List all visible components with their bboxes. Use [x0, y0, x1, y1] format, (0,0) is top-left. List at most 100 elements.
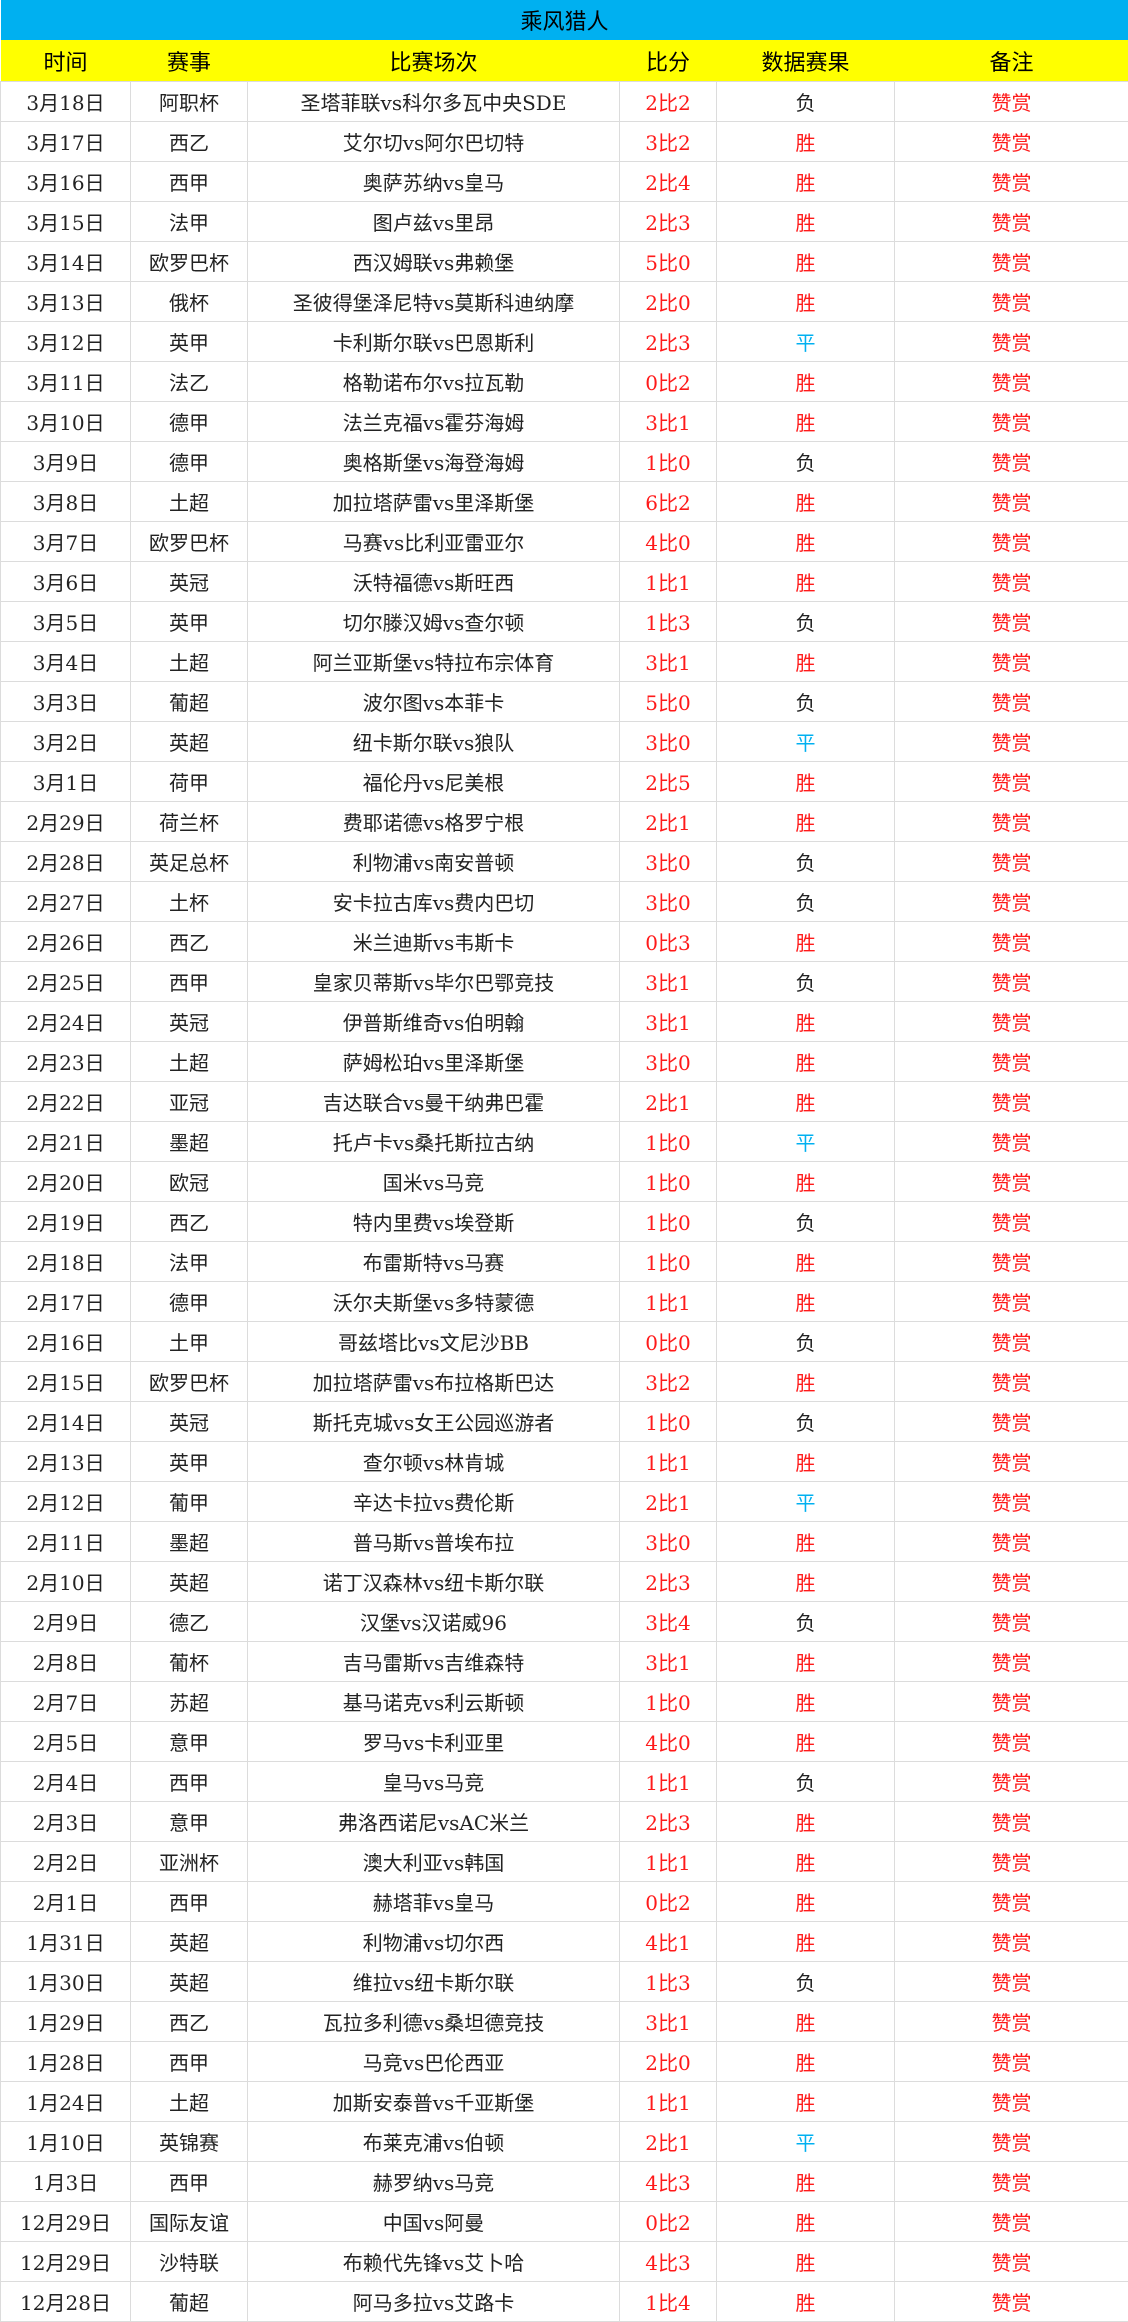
note-cell[interactable]: 赞赏: [895, 2242, 1128, 2282]
match-cell: 辛达卡拉vs费伦斯: [248, 1482, 620, 1522]
note-cell[interactable]: 赞赏: [895, 562, 1128, 602]
date-cell: 3月7日: [1, 522, 131, 562]
note-cell[interactable]: 赞赏: [895, 882, 1128, 922]
note-cell[interactable]: 赞赏: [895, 1722, 1128, 1762]
note-cell[interactable]: 赞赏: [895, 642, 1128, 682]
note-cell[interactable]: 赞赏: [895, 1082, 1128, 1122]
match-cell: 奥格斯堡vs海登海姆: [248, 442, 620, 482]
note-cell[interactable]: 赞赏: [895, 1402, 1128, 1442]
match-cell: 中国vs阿曼: [248, 2202, 620, 2242]
note-cell[interactable]: 赞赏: [895, 2042, 1128, 2082]
note-cell[interactable]: 赞赏: [895, 1922, 1128, 1962]
note-cell[interactable]: 赞赏: [895, 922, 1128, 962]
result-cell: 胜: [717, 162, 895, 202]
date-cell: 2月29日: [1, 802, 131, 842]
competition-cell: 土甲: [131, 1322, 248, 1362]
note-cell[interactable]: 赞赏: [895, 1322, 1128, 1362]
note-cell[interactable]: 赞赏: [895, 602, 1128, 642]
competition-cell: 沙特联: [131, 2242, 248, 2282]
competition-cell: 意甲: [131, 1722, 248, 1762]
note-cell[interactable]: 赞赏: [895, 82, 1128, 122]
note-cell[interactable]: 赞赏: [895, 522, 1128, 562]
match-cell: 伊普斯维奇vs伯明翰: [248, 1002, 620, 1042]
note-cell[interactable]: 赞赏: [895, 2122, 1128, 2162]
note-cell[interactable]: 赞赏: [895, 1882, 1128, 1922]
note-cell[interactable]: 赞赏: [895, 2162, 1128, 2202]
note-cell[interactable]: 赞赏: [895, 1202, 1128, 1242]
note-cell[interactable]: 赞赏: [895, 842, 1128, 882]
note-cell[interactable]: 赞赏: [895, 322, 1128, 362]
note-cell[interactable]: 赞赏: [895, 442, 1128, 482]
competition-cell: 西甲: [131, 2162, 248, 2202]
score-cell: 3比4: [620, 1602, 717, 1642]
result-cell: 平: [717, 2122, 895, 2162]
date-cell: 1月28日: [1, 2042, 131, 2082]
match-cell: 特内里费vs埃登斯: [248, 1202, 620, 1242]
note-cell[interactable]: 赞赏: [895, 1362, 1128, 1402]
date-cell: 2月10日: [1, 1562, 131, 1602]
header-date: 时间: [1, 40, 131, 82]
note-cell[interactable]: 赞赏: [895, 762, 1128, 802]
note-cell[interactable]: 赞赏: [895, 1002, 1128, 1042]
note-cell[interactable]: 赞赏: [895, 1802, 1128, 1842]
date-cell: 3月11日: [1, 362, 131, 402]
score-cell: 3比1: [620, 2002, 717, 2042]
note-cell[interactable]: 赞赏: [895, 1962, 1128, 2002]
note-cell[interactable]: 赞赏: [895, 722, 1128, 762]
note-cell[interactable]: 赞赏: [895, 282, 1128, 322]
note-cell[interactable]: 赞赏: [895, 362, 1128, 402]
note-cell[interactable]: 赞赏: [895, 1522, 1128, 1562]
note-cell[interactable]: 赞赏: [895, 1442, 1128, 1482]
note-cell[interactable]: 赞赏: [895, 2082, 1128, 2122]
score-cell: 3比1: [620, 1642, 717, 1682]
note-cell[interactable]: 赞赏: [895, 1562, 1128, 1602]
note-cell[interactable]: 赞赏: [895, 202, 1128, 242]
note-cell[interactable]: 赞赏: [895, 402, 1128, 442]
note-cell[interactable]: 赞赏: [895, 1162, 1128, 1202]
note-cell[interactable]: 赞赏: [895, 2282, 1128, 2322]
note-cell[interactable]: 赞赏: [895, 482, 1128, 522]
match-cell: 卡利斯尔联vs巴恩斯利: [248, 322, 620, 362]
competition-cell: 英甲: [131, 1442, 248, 1482]
note-cell[interactable]: 赞赏: [895, 162, 1128, 202]
score-cell: 2比0: [620, 282, 717, 322]
note-cell[interactable]: 赞赏: [895, 1682, 1128, 1722]
note-cell[interactable]: 赞赏: [895, 242, 1128, 282]
match-cell: 切尔滕汉姆vs查尔顿: [248, 602, 620, 642]
match-cell: 圣彼得堡泽尼特vs莫斯科迪纳摩: [248, 282, 620, 322]
note-cell[interactable]: 赞赏: [895, 1482, 1128, 1522]
competition-cell: 英超: [131, 1562, 248, 1602]
result-cell: 负: [717, 82, 895, 122]
date-cell: 2月9日: [1, 1602, 131, 1642]
note-cell[interactable]: 赞赏: [895, 1602, 1128, 1642]
note-cell[interactable]: 赞赏: [895, 1282, 1128, 1322]
result-cell: 胜: [717, 2282, 895, 2322]
date-cell: 2月2日: [1, 1842, 131, 1882]
date-cell: 12月28日: [1, 2282, 131, 2322]
note-cell[interactable]: 赞赏: [895, 1042, 1128, 1082]
note-cell[interactable]: 赞赏: [895, 1762, 1128, 1802]
note-cell[interactable]: 赞赏: [895, 122, 1128, 162]
note-cell[interactable]: 赞赏: [895, 1122, 1128, 1162]
competition-cell: 英超: [131, 722, 248, 762]
note-cell[interactable]: 赞赏: [895, 2202, 1128, 2242]
match-cell: 马竞vs巴伦西亚: [248, 2042, 620, 2082]
date-cell: 2月4日: [1, 1762, 131, 1802]
note-cell[interactable]: 赞赏: [895, 2002, 1128, 2042]
competition-cell: 英冠: [131, 1002, 248, 1042]
match-cell: 阿兰亚斯堡vs特拉布宗体育: [248, 642, 620, 682]
note-cell[interactable]: 赞赏: [895, 802, 1128, 842]
note-cell[interactable]: 赞赏: [895, 682, 1128, 722]
note-cell[interactable]: 赞赏: [895, 962, 1128, 1002]
note-cell[interactable]: 赞赏: [895, 1642, 1128, 1682]
date-cell: 2月21日: [1, 1122, 131, 1162]
result-cell: 胜: [717, 1242, 895, 1282]
note-cell[interactable]: 赞赏: [895, 1842, 1128, 1882]
note-cell[interactable]: 赞赏: [895, 1242, 1128, 1282]
competition-cell: 亚冠: [131, 1082, 248, 1122]
